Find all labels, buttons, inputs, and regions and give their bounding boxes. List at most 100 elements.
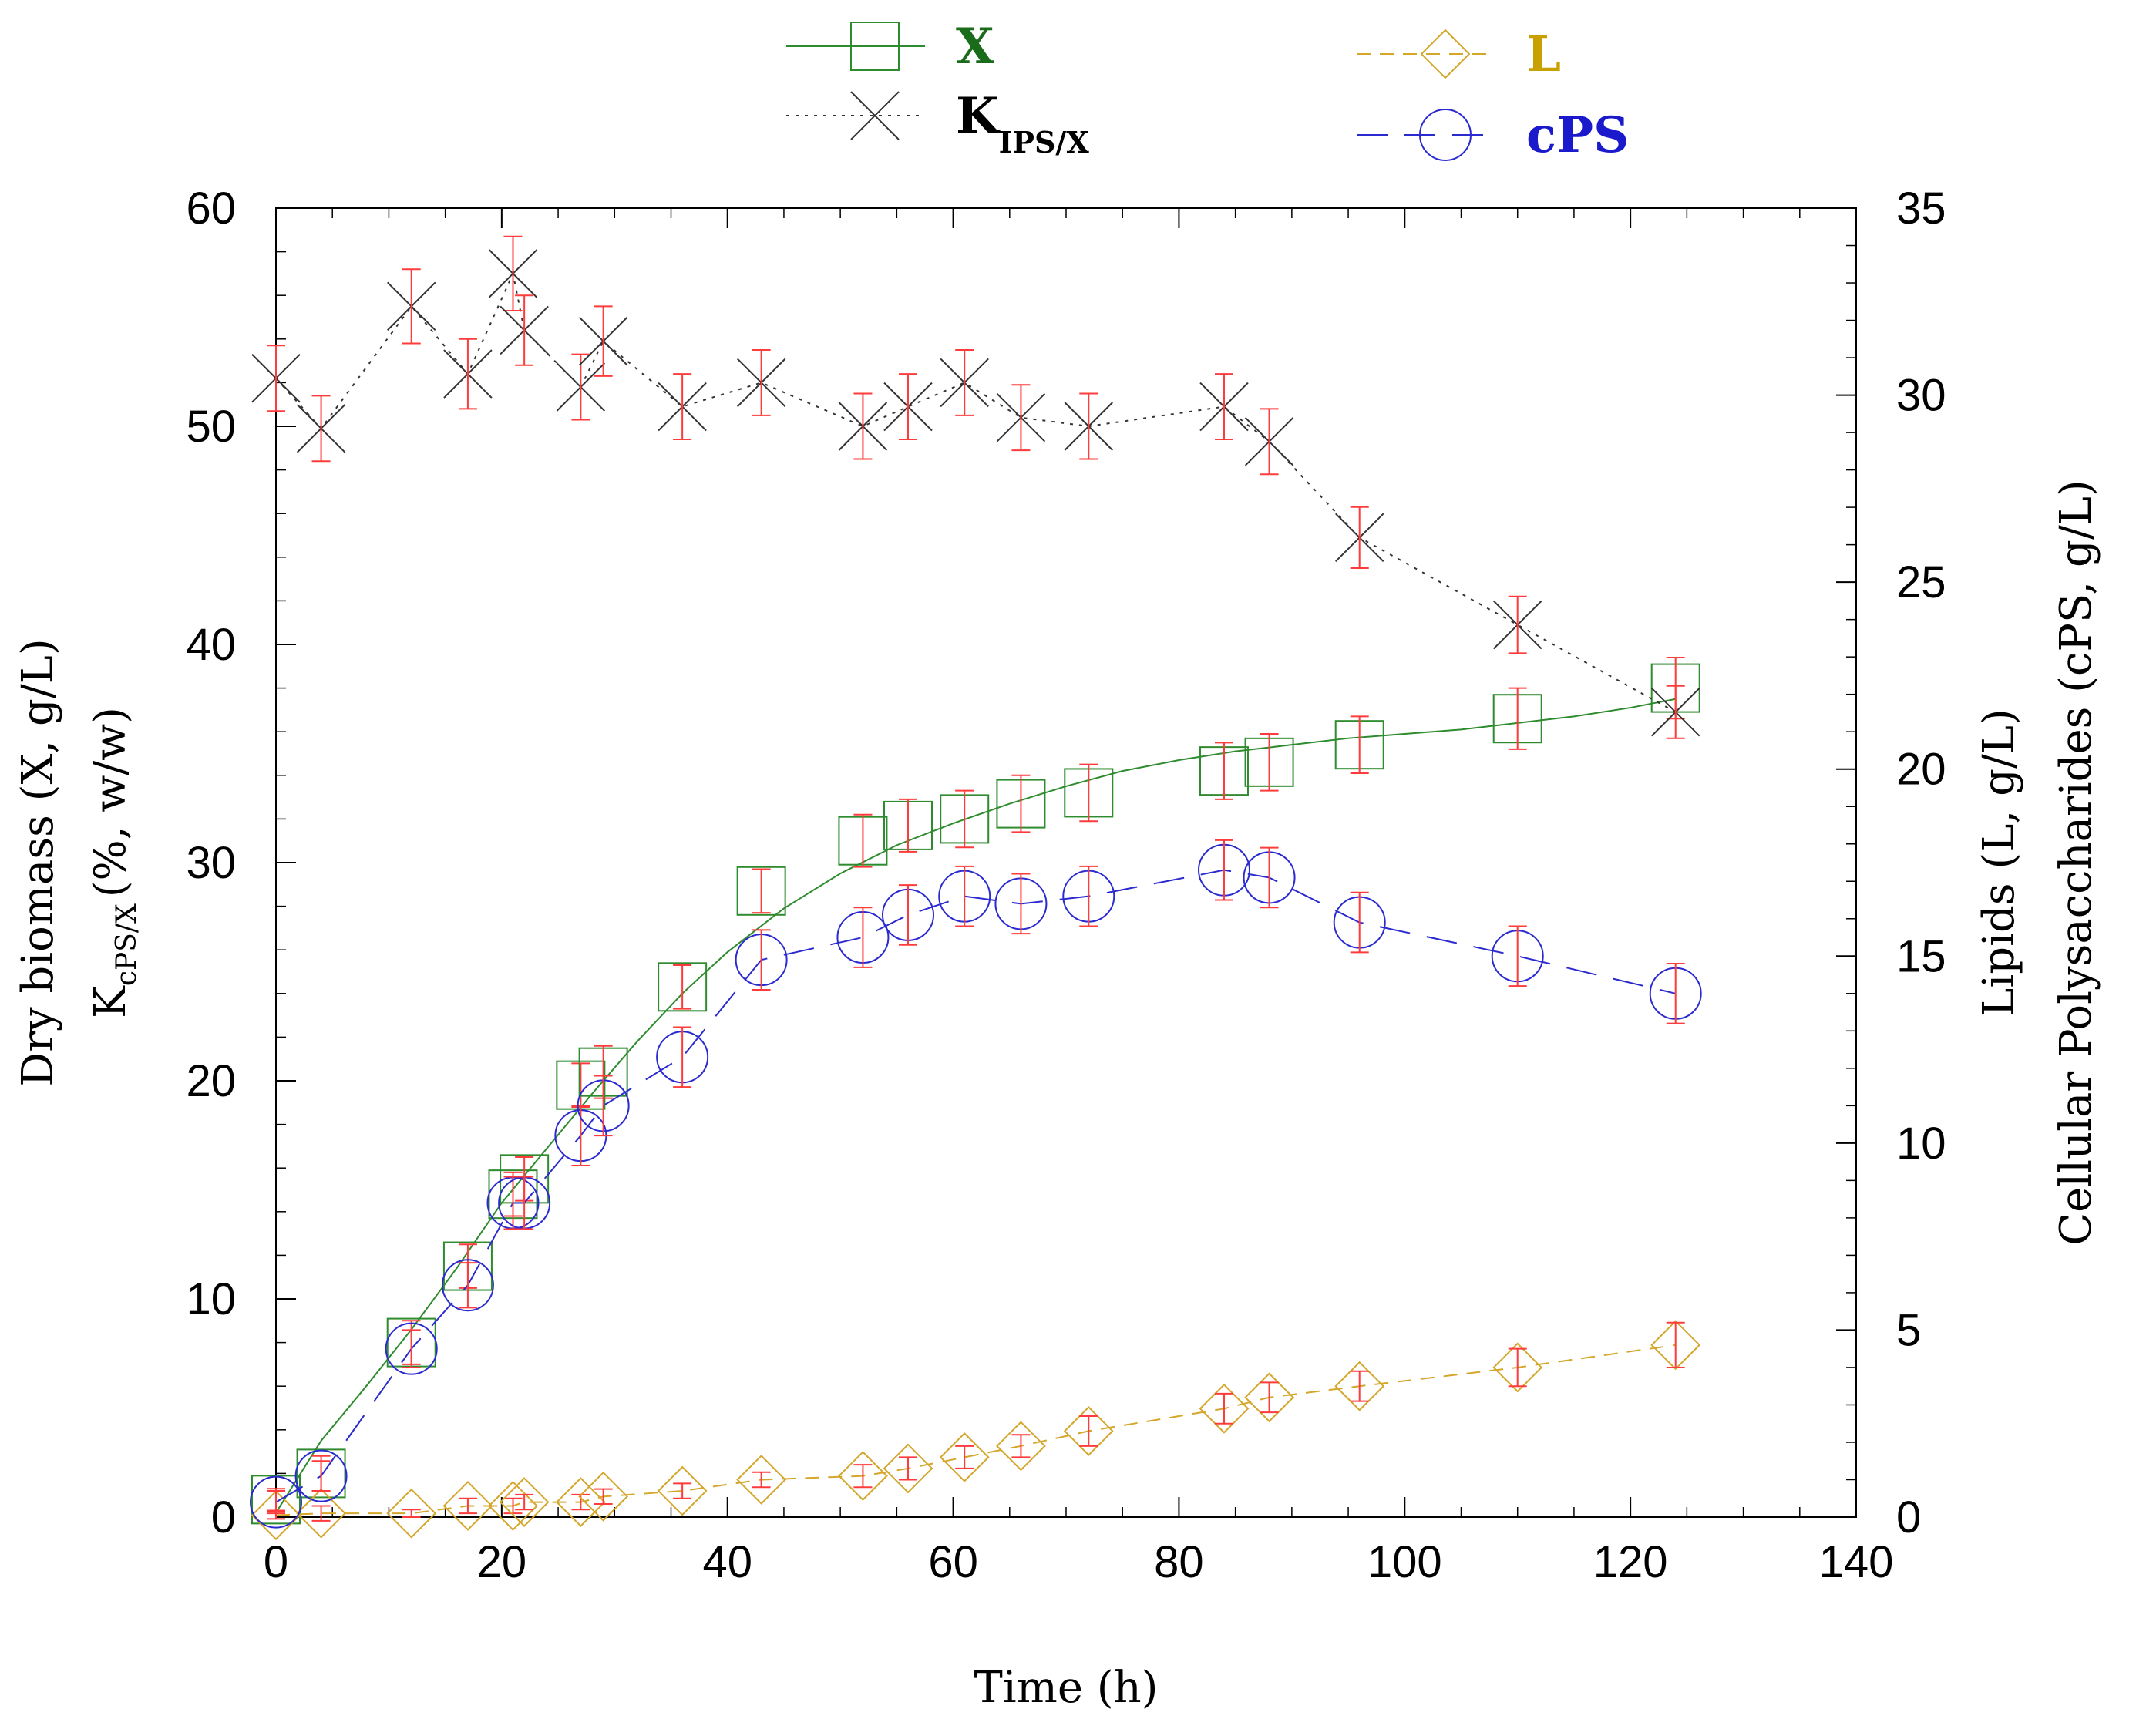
error-bar-X xyxy=(1260,733,1279,792)
data-point-L xyxy=(251,1490,301,1540)
legend-label-L: L xyxy=(1526,25,1561,83)
error-bar-K xyxy=(1215,373,1233,440)
error-bar-K xyxy=(515,294,534,366)
data-point-cPS xyxy=(441,1259,494,1312)
x-tick-label: 80 xyxy=(1154,1537,1204,1587)
y-left-tick-label: 60 xyxy=(186,183,236,234)
y-right-title-2: Cellular Polysaccharides (cPS, g/L) xyxy=(2051,479,2101,1246)
x-tick-label: 0 xyxy=(264,1537,288,1587)
error-bar-L xyxy=(853,1464,873,1489)
error-bar-K xyxy=(594,305,613,377)
data-point-L xyxy=(555,1477,606,1528)
y-left-tick-label: 20 xyxy=(186,1056,236,1106)
legend-marker-L xyxy=(1420,29,1471,79)
k-main: K xyxy=(86,985,136,1018)
x-tick-label: 40 xyxy=(702,1537,752,1587)
series-layer xyxy=(250,235,1702,1540)
error-bar-X xyxy=(899,798,917,853)
error-bar-X xyxy=(1079,763,1098,823)
data-point-L xyxy=(1244,1372,1294,1423)
error-bar-L xyxy=(1508,1347,1527,1388)
legend-marker-X xyxy=(850,22,900,71)
y-left-title: Dry biomass (X, g/L) xyxy=(13,638,63,1086)
legend-label-X: X xyxy=(956,18,994,76)
error-bar-L xyxy=(1260,1381,1279,1414)
legend-label-K: KIPS/X xyxy=(956,87,1089,160)
error-bar-L xyxy=(515,1493,534,1511)
error-bar-X xyxy=(1215,742,1233,800)
data-point-X xyxy=(296,1448,346,1499)
data-point-cPS xyxy=(385,1322,438,1375)
y-left-tick-label: 0 xyxy=(211,1492,236,1543)
error-bar-cPS xyxy=(1079,865,1098,927)
y-left-tick-label: 50 xyxy=(186,402,236,452)
data-point-L xyxy=(1063,1406,1114,1456)
y-right-tick-label: 10 xyxy=(1896,1119,1946,1169)
error-bar-K xyxy=(1350,506,1369,569)
legend-marker-K xyxy=(850,91,900,140)
data-point-L xyxy=(736,1455,787,1505)
error-bar-cPS xyxy=(899,884,917,946)
data-point-L xyxy=(1199,1383,1250,1434)
y-right-tick-label: 15 xyxy=(1896,931,1946,981)
error-bar-cPS xyxy=(1260,846,1279,909)
series-K xyxy=(251,235,1700,739)
series-line-cPS xyxy=(275,869,1676,1503)
series-L xyxy=(251,1320,1701,1540)
legend-entry-K: KIPS/X xyxy=(786,87,1089,160)
error-bar-K xyxy=(1508,595,1527,654)
cross-stroke-b xyxy=(850,91,900,140)
k-sub: cPS/X xyxy=(111,903,143,986)
y-left-tick-label: 30 xyxy=(186,838,236,888)
legend-entry-cPS: cPS xyxy=(1357,106,1629,164)
error-bar-cPS xyxy=(955,865,974,927)
legend-entry-L: L xyxy=(1357,25,1561,83)
legend-entry-X: X xyxy=(786,18,994,76)
error-bar-L xyxy=(899,1456,917,1481)
error-bar-K xyxy=(752,348,771,416)
error-bar-L xyxy=(752,1471,771,1489)
legend-marker-cPS xyxy=(1419,109,1472,161)
error-bar-cPS xyxy=(515,1176,534,1230)
error-bar-cPS xyxy=(1011,873,1031,935)
error-bar-K xyxy=(673,373,692,440)
error-bar-L xyxy=(311,1505,331,1522)
error-bar-cPS xyxy=(1350,891,1369,954)
y-right-tick-label: 35 xyxy=(1896,183,1946,234)
x-tick-label: 120 xyxy=(1593,1537,1668,1587)
y-right-tick-label: 5 xyxy=(1896,1305,1921,1355)
data-point-L xyxy=(996,1421,1046,1472)
error-bar-cPS xyxy=(311,1460,331,1492)
error-bar-cPS xyxy=(594,1075,613,1137)
error-bar-L xyxy=(402,1509,421,1518)
series-X xyxy=(251,656,1700,1525)
x-axis-title: Time (h) xyxy=(974,1663,1158,1713)
y-right-tick-label: 25 xyxy=(1896,557,1946,607)
y-left-tick-label: 10 xyxy=(186,1274,236,1324)
data-point-L xyxy=(499,1477,550,1528)
error-bar-L xyxy=(503,1497,523,1515)
error-bar-K xyxy=(899,373,917,440)
legend-label-main: K xyxy=(956,87,1001,145)
error-bar-cPS xyxy=(458,1262,477,1309)
error-bar-K xyxy=(267,345,285,412)
data-point-L xyxy=(1650,1320,1701,1371)
error-bar-L xyxy=(594,1488,613,1506)
error-bar-cPS xyxy=(1508,925,1527,987)
series-line-X xyxy=(275,698,1676,1513)
error-bar-K xyxy=(571,353,590,421)
y-left-title-2: KcPS/X (%, w/w) xyxy=(86,707,143,1018)
k-unit: (%, w/w) xyxy=(86,707,136,897)
error-bar-K xyxy=(311,395,331,463)
y-right-title: Lipids (L, g/L) xyxy=(1974,708,2024,1017)
error-bar-X xyxy=(1350,715,1369,774)
error-bar-K xyxy=(955,348,974,416)
x-tick-label: 60 xyxy=(928,1537,978,1587)
error-bar-X xyxy=(955,789,974,849)
data-point-X xyxy=(251,1475,301,1525)
legend-label-cPS: cPS xyxy=(1526,106,1629,164)
error-bar-L xyxy=(1011,1434,1031,1458)
data-point-L xyxy=(488,1481,538,1531)
error-bar-cPS xyxy=(1666,962,1685,1024)
